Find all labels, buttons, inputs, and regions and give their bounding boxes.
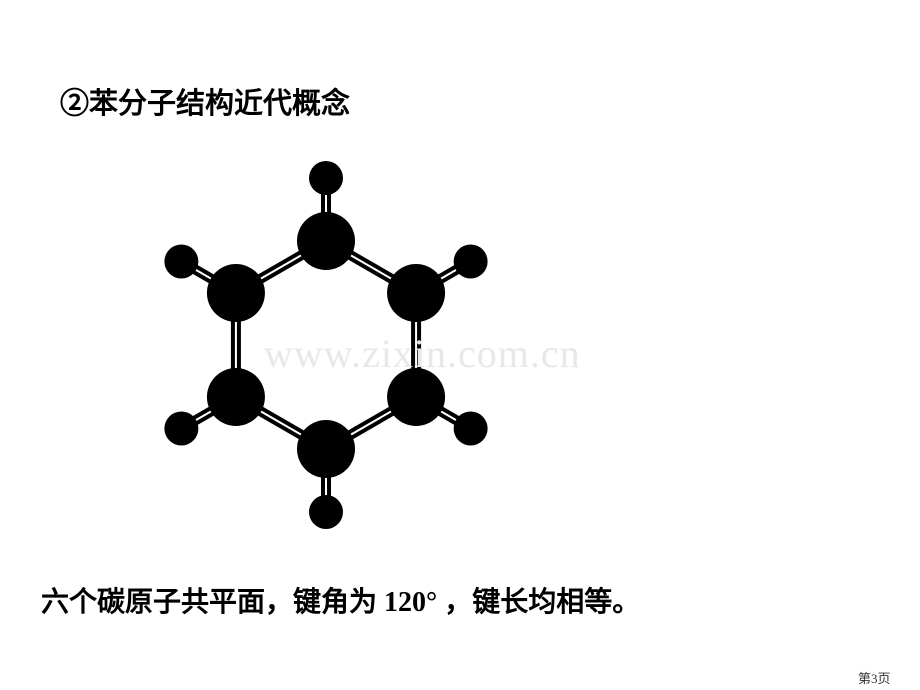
caption-text: 六个碳原子共平面，键角为 120° ，键长均相等。 — [41, 580, 640, 620]
caption-prefix: 六个碳原子共平面，键角为 — [41, 587, 377, 618]
slide-title: ②苯分子结构近代概念 — [60, 80, 350, 122]
caption-angle: 120° — [377, 587, 444, 618]
page-number: 第3页 — [858, 668, 891, 687]
caption-suffix: ，键长均相等。 — [444, 587, 640, 618]
benzene-molecule-diagram — [138, 157, 514, 533]
